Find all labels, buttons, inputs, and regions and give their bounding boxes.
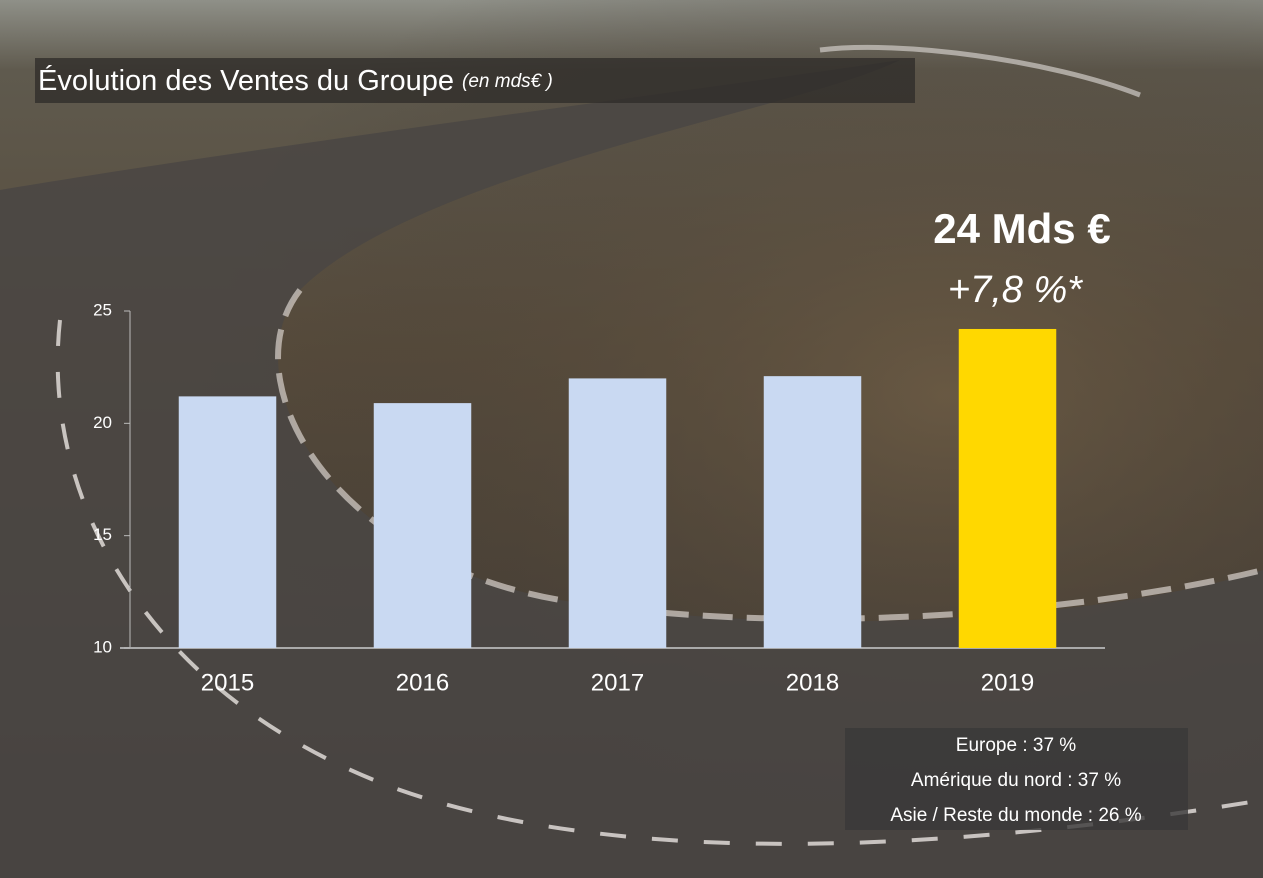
bar	[568, 378, 667, 648]
y-tick-label: 20	[93, 413, 112, 432]
notes-box	[845, 728, 1188, 830]
bar	[958, 328, 1057, 648]
note: Europe : 37 %	[956, 735, 1077, 756]
x-tick-label: 2019	[981, 669, 1034, 696]
x-tick-label: 2017	[591, 669, 644, 696]
note: Asie / Reste du monde : 26 %	[890, 805, 1141, 826]
annotation-total: 24 Mds €	[933, 205, 1110, 252]
y-tick-label: 25	[93, 300, 112, 319]
x-tick-label: 2016	[396, 669, 449, 696]
x-tick-label: 2018	[786, 669, 839, 696]
bar	[763, 376, 862, 648]
y-tick-label: 15	[93, 525, 112, 544]
bar	[178, 396, 277, 648]
note: Amérique du nord : 37 %	[911, 770, 1121, 791]
chart-title: Évolution des Ventes du Groupe (en mds€ …	[38, 64, 553, 97]
x-tick-label: 2015	[201, 669, 254, 696]
annotation-growth: +7,8 %*	[948, 269, 1083, 311]
y-tick-label: 10	[93, 637, 112, 656]
title-box	[35, 58, 915, 103]
bar	[373, 403, 472, 648]
